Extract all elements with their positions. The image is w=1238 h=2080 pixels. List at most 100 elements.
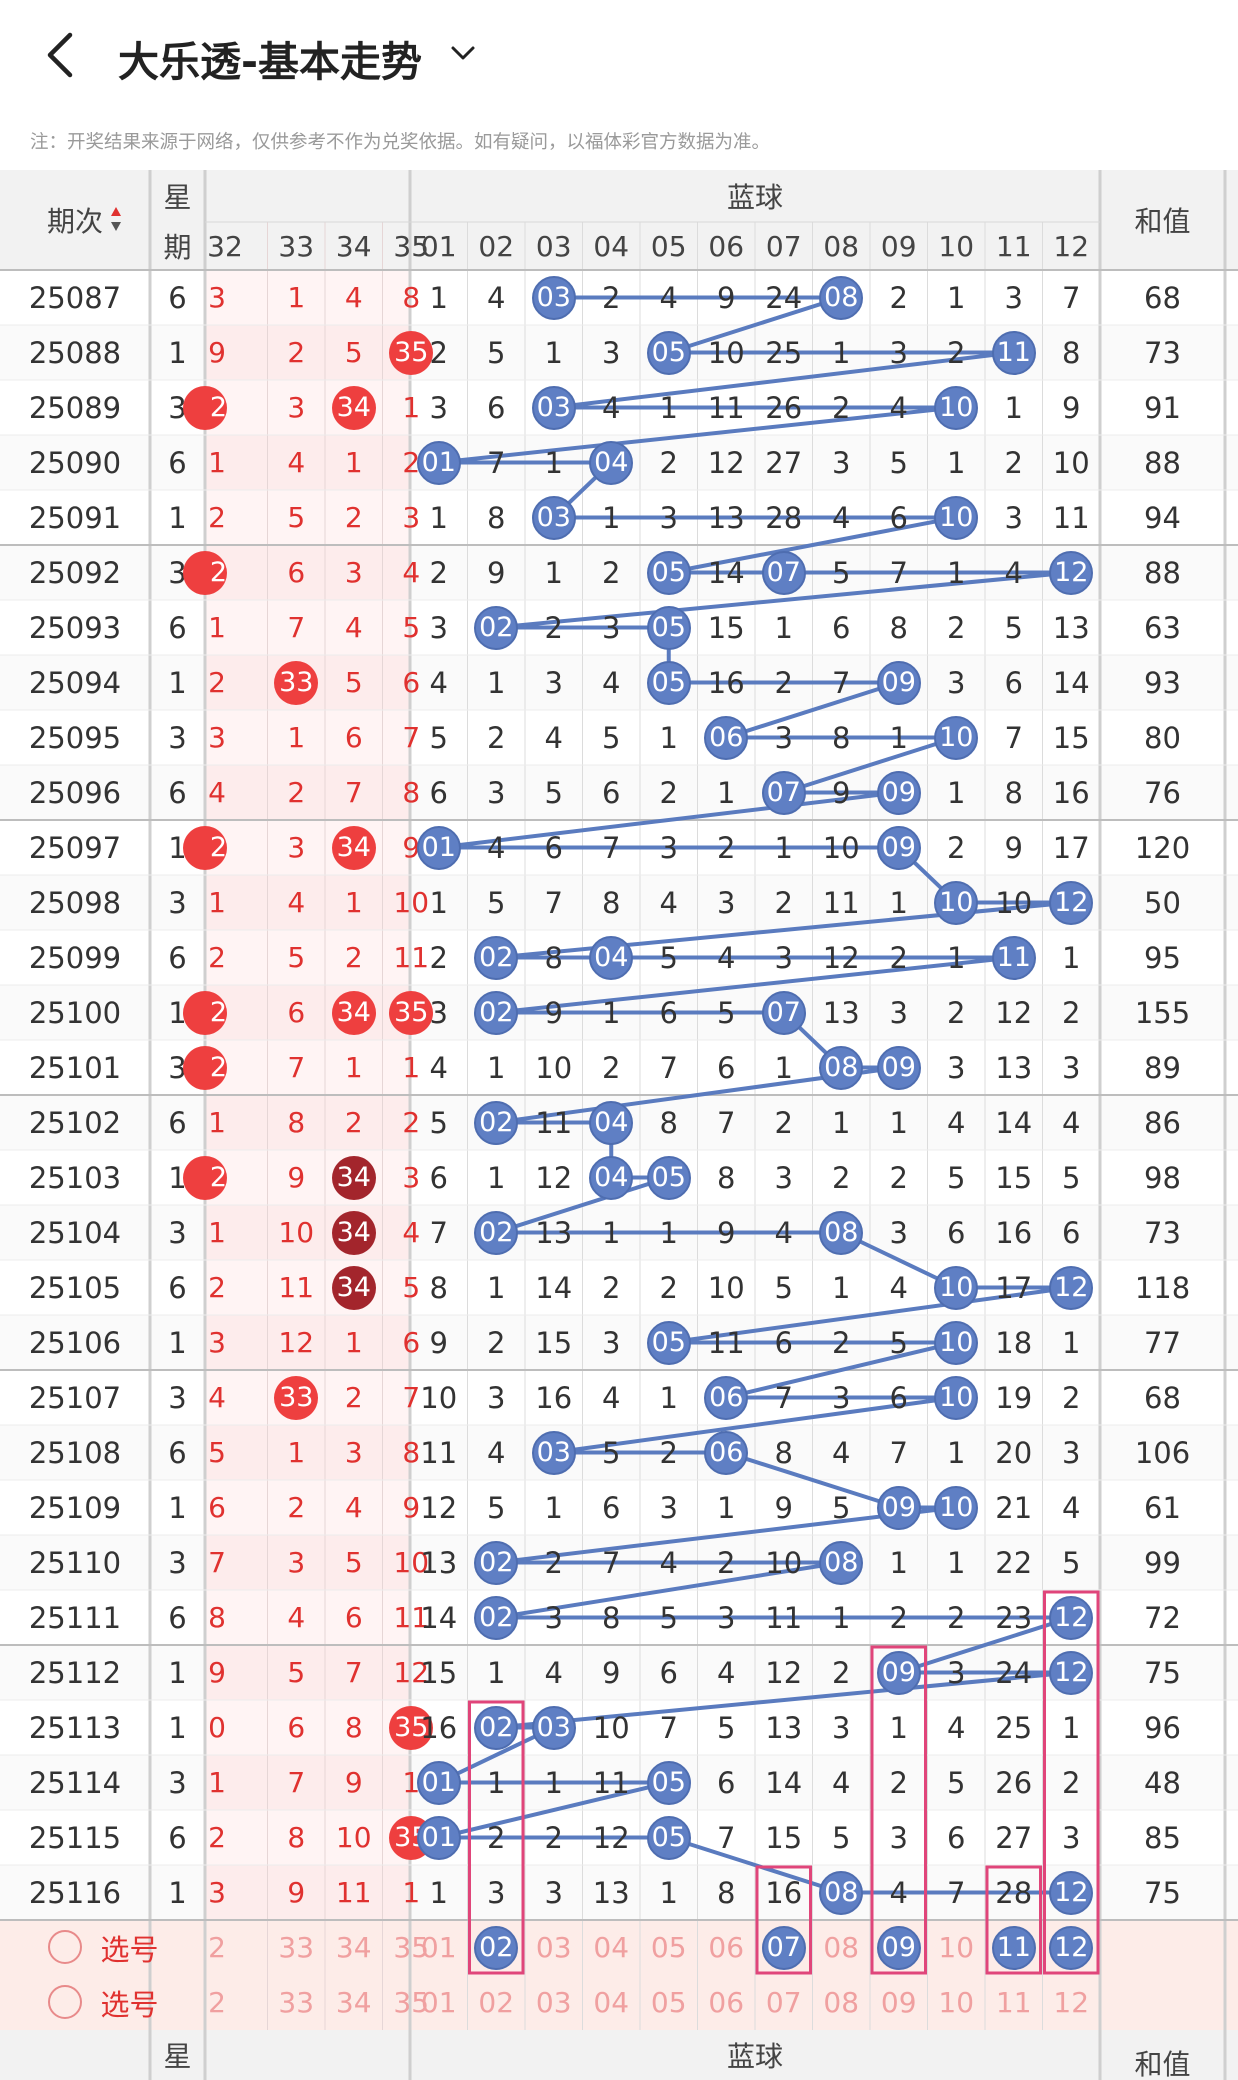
blue-miss-cell: 5 xyxy=(774,1270,793,1305)
blue-miss-cell: 5 xyxy=(889,445,908,480)
front-miss-cell: 2 xyxy=(287,336,306,369)
front-miss-cell: 5 xyxy=(208,1436,226,1469)
blue-ball-hit: 09 xyxy=(876,1045,921,1090)
chevron-down-icon[interactable] xyxy=(448,38,478,68)
blue-miss-cell: 7 xyxy=(1062,280,1081,315)
blue-miss-cell: 9 xyxy=(602,1655,621,1690)
front-miss-cell: 11 xyxy=(393,941,430,974)
pick-blue-option[interactable]: 08 xyxy=(823,1931,860,1964)
blue-miss-cell: 1 xyxy=(717,1490,736,1525)
row-band xyxy=(1100,1425,1238,1480)
pick-front-option[interactable]: 34 xyxy=(335,1986,372,2019)
pick-blue-option[interactable]: 10 xyxy=(938,1986,975,2019)
pick-blue-option[interactable]: 06 xyxy=(708,1931,745,1964)
pick-blue-selected[interactable]: 12 xyxy=(1049,1925,1094,1970)
front-miss-cell: 4 xyxy=(208,1381,226,1414)
page-title[interactable]: 大乐透-基本走势 xyxy=(118,38,423,86)
blue-ball-hit: 06 xyxy=(704,1375,749,1420)
blue-miss-cell: 2 xyxy=(889,1765,908,1800)
pick-label[interactable]: 选号 xyxy=(100,1932,159,1967)
blue-ball-header: 01 xyxy=(420,229,457,263)
blue-miss-cell: 1 xyxy=(659,720,678,755)
blue-miss-cell: 10 xyxy=(822,830,860,865)
pick-front-option[interactable]: 35 xyxy=(393,1931,430,1964)
blue-ball-hit: 08 xyxy=(819,1540,864,1585)
sum-cell: 75 xyxy=(1144,1875,1181,1910)
pick-blue-selected[interactable]: 07 xyxy=(761,1925,806,1970)
pick-blue-option[interactable]: 01 xyxy=(420,1986,457,2019)
blue-miss-cell: 2 xyxy=(659,1435,678,1470)
pick-blue-option[interactable]: 03 xyxy=(535,1986,572,2019)
blue-ball-hit: 04 xyxy=(589,935,634,980)
pick-blue-option[interactable]: 09 xyxy=(880,1986,917,2019)
blue-miss-cell: 1 xyxy=(487,1270,506,1305)
front-miss-cell: 1 xyxy=(208,1766,226,1799)
pick-front-option[interactable]: 35 xyxy=(393,1986,430,2019)
row-band xyxy=(0,1205,205,1260)
blue-miss-cell: 1 xyxy=(947,1545,966,1580)
weekday-cell: 1 xyxy=(168,1710,187,1745)
pick-blue-option[interactable]: 07 xyxy=(765,1986,802,2019)
pick-blue-option[interactable]: 08 xyxy=(823,1986,860,2019)
blue-miss-cell: 1 xyxy=(659,390,678,425)
pick-front-option[interactable]: 2 xyxy=(208,1931,226,1964)
pick-blue-option[interactable]: 04 xyxy=(593,1931,630,1964)
pick-front-option[interactable]: 2 xyxy=(208,1986,226,2019)
blue-miss-cell: 9 xyxy=(832,775,851,810)
front-miss-cell: 2 xyxy=(208,1821,226,1854)
pick-blue-option[interactable]: 05 xyxy=(650,1986,687,2019)
blue-miss-cell: 7 xyxy=(947,1875,966,1910)
pick-blue-selected[interactable]: 11 xyxy=(991,1925,1036,1970)
pick-blue-option[interactable]: 02 xyxy=(478,1986,515,2019)
period-cell: 25116 xyxy=(28,1875,122,1910)
front-miss-cell: 3 xyxy=(344,1436,363,1469)
blue-miss-cell: 4 xyxy=(889,1875,908,1910)
blue-miss-cell: 1 xyxy=(544,1765,563,1800)
blue-ball-hit: 05 xyxy=(646,605,691,650)
period-cell: 25112 xyxy=(28,1655,122,1690)
pick-label[interactable]: 选号 xyxy=(100,1987,159,2022)
blue-miss-cell: 4 xyxy=(947,1105,966,1140)
pick-blue-option[interactable]: 06 xyxy=(708,1986,745,2019)
blue-miss-cell: 7 xyxy=(429,1215,448,1250)
blue-miss-cell: 1 xyxy=(832,1600,851,1635)
column-header-period[interactable]: 期次 xyxy=(46,205,103,238)
pick-blue-option[interactable]: 11 xyxy=(995,1986,1032,2019)
blue-miss-cell: 1 xyxy=(889,885,908,920)
pick-front-option[interactable]: 34 xyxy=(335,1931,372,1964)
blue-miss-cell: 11 xyxy=(535,1105,573,1140)
blue-miss-cell: 3 xyxy=(947,1050,966,1085)
pick-blue-option[interactable]: 04 xyxy=(593,1986,630,2019)
blue-miss-cell: 4 xyxy=(659,280,678,315)
pick-blue-option[interactable]: 12 xyxy=(1053,1986,1090,2019)
pick-front-option[interactable]: 33 xyxy=(278,1986,315,2019)
pick-radio-icon[interactable] xyxy=(48,1930,82,1964)
sort-arrows-icon[interactable] xyxy=(110,205,122,235)
front-ball-header: 34 xyxy=(335,229,372,263)
pick-front-option[interactable]: 33 xyxy=(278,1931,315,1964)
pick-blue-option[interactable]: 10 xyxy=(938,1931,975,1964)
footer-weekday-top: 星 xyxy=(163,2040,192,2073)
pick-blue-selected[interactable]: 09 xyxy=(876,1925,921,1970)
weekday-cell: 6 xyxy=(168,1270,187,1305)
blue-miss-cell: 3 xyxy=(487,1380,506,1415)
blue-miss-cell: 5 xyxy=(429,1105,448,1140)
pick-blue-option[interactable]: 05 xyxy=(650,1931,687,1964)
pick-blue-option[interactable]: 03 xyxy=(535,1931,572,1964)
row-band xyxy=(1100,1315,1238,1370)
blue-miss-cell: 12 xyxy=(707,445,745,480)
front-miss-cell: 8 xyxy=(402,776,421,809)
blue-ball-hit: 05 xyxy=(646,330,691,375)
pick-blue-option[interactable]: 01 xyxy=(420,1931,457,1964)
pick-radio-icon[interactable] xyxy=(48,1985,82,2019)
front-row-band xyxy=(205,710,410,765)
blue-ball-hit: 10 xyxy=(934,1265,979,1310)
blue-miss-cell: 2 xyxy=(544,610,563,645)
pick-blue-selected[interactable]: 02 xyxy=(474,1925,519,1970)
sum-cell: 68 xyxy=(1144,280,1181,315)
front-miss-cell: 8 xyxy=(344,1711,363,1744)
back-arrow-icon[interactable] xyxy=(40,30,80,80)
blue-miss-cell: 2 xyxy=(717,1545,736,1580)
front-miss-cell: 6 xyxy=(402,1326,421,1359)
front-miss-cell: 11 xyxy=(335,1876,372,1909)
